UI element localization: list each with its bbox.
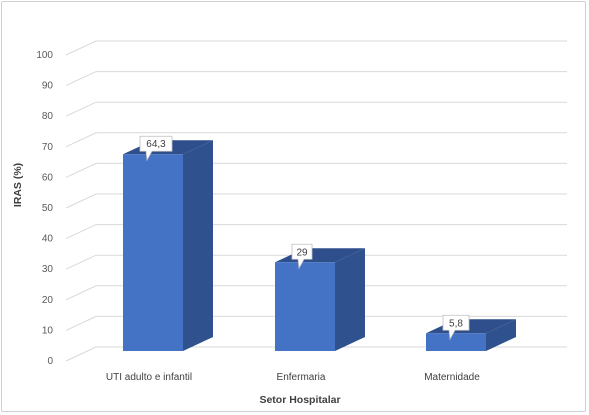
gridline (65, 132, 567, 148)
bar-side (486, 319, 516, 351)
bar-front (275, 262, 335, 351)
bar (426, 319, 516, 351)
gridlines (65, 40, 567, 362)
x-axis-title: Setor Hospitalar (259, 394, 340, 406)
data-label-text: 5,8 (449, 318, 463, 329)
gridline (65, 254, 567, 270)
y-tick-label: 0 (47, 356, 53, 367)
y-tick-label: 40 (42, 234, 54, 245)
gridline (65, 193, 567, 209)
gridline (65, 71, 567, 87)
category-label: Enfermaria (277, 372, 326, 383)
y-axis-title: IRAS (%) (12, 163, 24, 207)
data-label: 29 (291, 243, 313, 270)
bar (123, 140, 213, 351)
data-label-text: 29 (296, 247, 308, 258)
bar-side (335, 248, 365, 351)
gridline (65, 162, 567, 178)
data-label-text: 64,3 (146, 139, 166, 150)
gridline (65, 224, 567, 240)
y-tick-label: 90 (42, 81, 54, 92)
data-labels: 64,3 29 5,8 (139, 135, 470, 341)
bar-side (183, 140, 213, 351)
category-labels: UTI adulto e infantil Enfermaria Maternida… (106, 372, 480, 383)
y-tick-label: 50 (42, 203, 54, 214)
y-tick-label: 10 (42, 325, 54, 336)
y-tick-label: 30 (42, 264, 54, 275)
gridline (65, 40, 567, 56)
y-tick-label: 100 (36, 50, 53, 61)
y-tick-label: 80 (42, 111, 54, 122)
bar-front (426, 333, 486, 351)
y-tick-labels: 0 10 20 30 40 50 60 70 80 90 100 (36, 50, 53, 367)
gridline (65, 285, 567, 301)
bar (275, 248, 365, 351)
data-label: 64,3 (139, 135, 173, 162)
y-tick-label: 70 (42, 142, 54, 153)
y-tick-label: 20 (42, 295, 54, 306)
category-label: Maternidade (424, 372, 480, 383)
category-label: UTI adulto e infantil (106, 372, 192, 383)
gridline (65, 346, 567, 362)
bar-front (123, 154, 183, 351)
y-tick-label: 60 (42, 172, 54, 183)
gridline (65, 101, 567, 117)
data-label: 5,8 (442, 314, 470, 341)
gridline (65, 315, 567, 331)
